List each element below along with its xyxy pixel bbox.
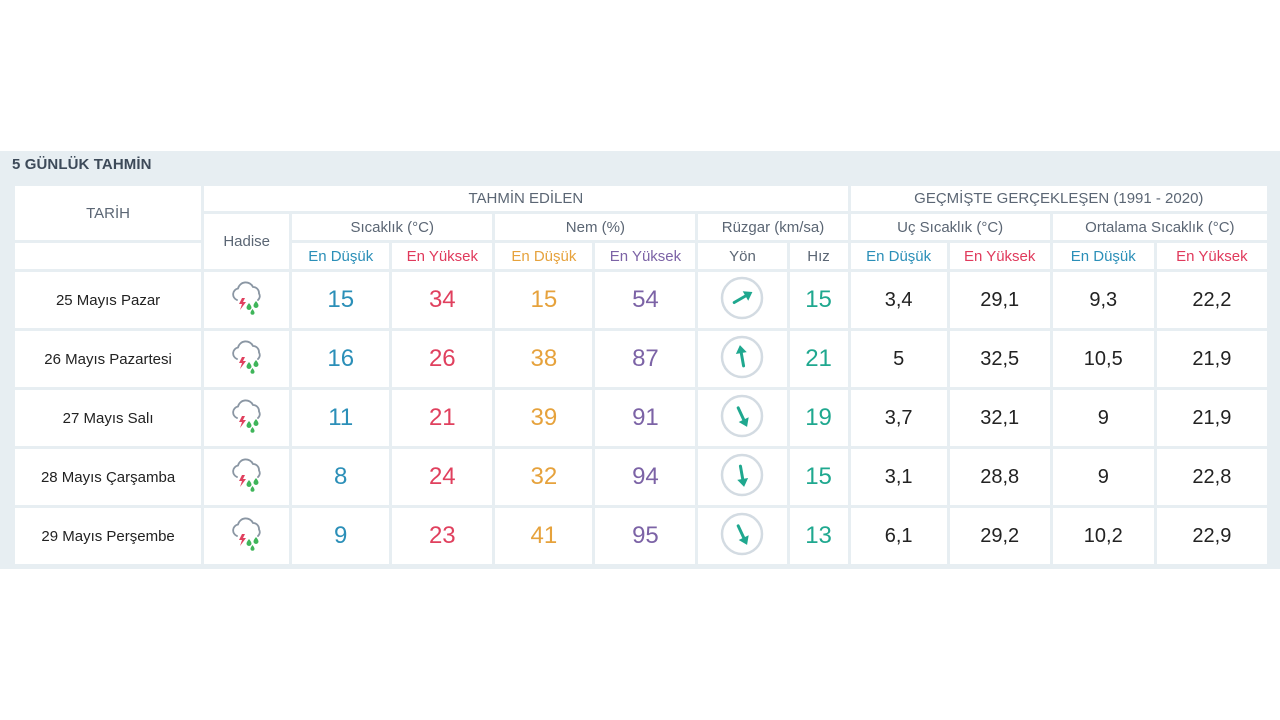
wind-speed-cell: 15: [789, 272, 848, 328]
humidity-low-cell: 39: [495, 390, 593, 446]
avg-high-cell: 22,9: [1156, 508, 1267, 564]
temp-low-cell: 11: [292, 390, 390, 446]
thunderstorm-rain-icon: [227, 514, 267, 554]
hist-low-cell: 3,4: [850, 272, 947, 328]
avg-low-cell: 10,2: [1052, 508, 1154, 564]
header-gecmiste-gerceklesen: GEÇMİŞTE GERÇEKLEŞEN (1991 - 2020): [850, 186, 1267, 211]
hist-low-cell: 3,7: [850, 390, 947, 446]
wind-direction-cell: [698, 449, 787, 505]
humidity-low-cell: 15: [495, 272, 593, 328]
header-sicaklik-en-yuksek: En Yüksek: [392, 243, 493, 269]
temp-low-cell: 9: [292, 508, 390, 564]
temp-high-cell: 24: [392, 449, 493, 505]
hist-low-cell: 5: [850, 331, 947, 387]
hadise-cell: [204, 508, 290, 564]
avg-low-cell: 9: [1052, 390, 1154, 446]
wind-speed-cell: 19: [789, 390, 848, 446]
humidity-low-cell: 41: [495, 508, 593, 564]
wind-direction-cell: [698, 390, 787, 446]
date-cell: 25 Mayıs Pazar: [15, 272, 202, 328]
humidity-high-cell: 54: [595, 272, 696, 328]
header-tahmin-edilen: TAHMİN EDİLEN: [204, 186, 848, 211]
forecast-panel: 5 GÜNLÜK TAHMİN TARİH TAHMİN EDİLEN GEÇM…: [0, 151, 1280, 569]
wind-speed-cell: 15: [789, 449, 848, 505]
date-cell: 29 Mayıs Perşembe: [15, 508, 202, 564]
header-uc-en-dusuk: En Düşük: [850, 243, 947, 269]
humidity-high-cell: 87: [595, 331, 696, 387]
wind-speed-cell: 13: [789, 508, 848, 564]
temp-low-cell: 8: [292, 449, 390, 505]
hadise-cell: [204, 331, 290, 387]
date-cell: 26 Mayıs Pazartesi: [15, 331, 202, 387]
hist-high-cell: 32,5: [949, 331, 1050, 387]
avg-low-cell: 9,3: [1052, 272, 1154, 328]
temp-high-cell: 26: [392, 331, 493, 387]
wind-speed-cell: 21: [789, 331, 848, 387]
thunderstorm-rain-icon: [227, 278, 267, 318]
humidity-high-cell: 94: [595, 449, 696, 505]
wind-direction-arrow-icon: [719, 511, 765, 557]
avg-low-cell: 10,5: [1052, 331, 1154, 387]
header-sicaklik-en-dusuk: En Düşük: [292, 243, 390, 269]
wind-direction-cell: [698, 331, 787, 387]
header-nem-en-yuksek: En Yüksek: [595, 243, 696, 269]
forecast-table: TARİH TAHMİN EDİLEN GEÇMİŞTE GERÇEKLEŞEN…: [12, 183, 1270, 567]
wind-direction-cell: [698, 272, 787, 328]
header-yon: Yön: [698, 243, 787, 269]
wind-direction-arrow-icon: [719, 452, 765, 498]
hist-high-cell: 29,2: [949, 508, 1050, 564]
avg-high-cell: 21,9: [1156, 390, 1267, 446]
forecast-row: 27 Mayıs Salı 11 21 39 91: [15, 390, 1267, 446]
date-cell: 27 Mayıs Salı: [15, 390, 202, 446]
wind-direction-arrow-icon: [719, 275, 765, 321]
header-hadise: Hadise: [204, 214, 290, 269]
hadise-cell: [204, 272, 290, 328]
wind-direction-arrow-icon: [719, 334, 765, 380]
header-tarih: TARİH: [15, 186, 202, 240]
temp-high-cell: 34: [392, 272, 493, 328]
hadise-cell: [204, 449, 290, 505]
date-cell: 28 Mayıs Çarşamba: [15, 449, 202, 505]
header-ruzgar: Rüzgar (km/sa): [698, 214, 848, 240]
avg-high-cell: 22,8: [1156, 449, 1267, 505]
header-ortalama-sicaklik: Ortalama Sıcaklık (°C): [1052, 214, 1267, 240]
temp-high-cell: 23: [392, 508, 493, 564]
header-sicaklik: Sıcaklık (°C): [292, 214, 493, 240]
temp-low-cell: 16: [292, 331, 390, 387]
hist-high-cell: 29,1: [949, 272, 1050, 328]
avg-high-cell: 22,2: [1156, 272, 1267, 328]
hist-high-cell: 32,1: [949, 390, 1050, 446]
header-nem: Nem (%): [495, 214, 696, 240]
forecast-row: 25 Mayıs Pazar 15 34 15 54: [15, 272, 1267, 328]
section-title: 5 GÜNLÜK TAHMİN: [12, 156, 152, 173]
forecast-row: 29 Mayıs Perşembe 9 23 41 95: [15, 508, 1267, 564]
forecast-row: 28 Mayıs Çarşamba 8 24 32 94: [15, 449, 1267, 505]
header-uc-sicaklik: Uç Sıcaklık (°C): [850, 214, 1050, 240]
hist-high-cell: 28,8: [949, 449, 1050, 505]
hist-low-cell: 6,1: [850, 508, 947, 564]
humidity-high-cell: 91: [595, 390, 696, 446]
forecast-row: 26 Mayıs Pazartesi 16 26 38 87: [15, 331, 1267, 387]
header-nem-en-dusuk: En Düşük: [495, 243, 593, 269]
humidity-low-cell: 38: [495, 331, 593, 387]
wind-direction-cell: [698, 508, 787, 564]
thunderstorm-rain-icon: [227, 337, 267, 377]
avg-low-cell: 9: [1052, 449, 1154, 505]
hist-low-cell: 3,1: [850, 449, 947, 505]
hadise-cell: [204, 390, 290, 446]
avg-high-cell: 21,9: [1156, 331, 1267, 387]
header-hiz: Hız: [789, 243, 848, 269]
header-tarih-spacer: [15, 243, 202, 269]
header-ort-en-dusuk: En Düşük: [1052, 243, 1154, 269]
temp-high-cell: 21: [392, 390, 493, 446]
wind-direction-arrow-icon: [719, 393, 765, 439]
humidity-low-cell: 32: [495, 449, 593, 505]
header-uc-en-yuksek: En Yüksek: [949, 243, 1050, 269]
header-ort-en-yuksek: En Yüksek: [1156, 243, 1267, 269]
temp-low-cell: 15: [292, 272, 390, 328]
thunderstorm-rain-icon: [227, 455, 267, 495]
humidity-high-cell: 95: [595, 508, 696, 564]
thunderstorm-rain-icon: [227, 396, 267, 436]
